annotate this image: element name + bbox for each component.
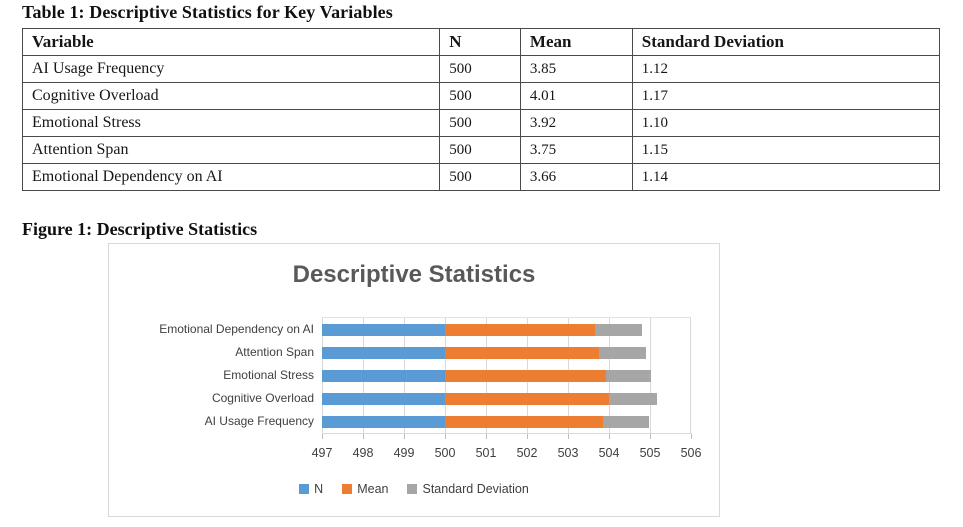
cell-sd: 1.12 <box>631 55 941 83</box>
y-axis-labels: Emotional Dependency on AI Attention Span… <box>109 317 314 433</box>
legend-label: Standard Deviation <box>422 482 529 496</box>
column-header-sd: Standard Deviation <box>631 28 941 56</box>
table-row: Cognitive Overload 500 4.01 1.17 <box>21 82 941 110</box>
bar-segment-standard-deviation <box>605 370 651 382</box>
table-row: Emotional Dependency on AI 500 3.66 1.14 <box>21 163 941 191</box>
axis-tick <box>486 434 487 439</box>
column-header-variable: Variable <box>21 28 441 56</box>
cell-sd: 1.10 <box>631 109 941 137</box>
gridline <box>690 318 691 433</box>
x-tick-label: 501 <box>475 446 497 460</box>
bar-segment-n <box>322 346 445 359</box>
bar-segment-n <box>322 393 445 406</box>
figure-caption: Figure 1: Descriptive Statistics <box>22 219 258 239</box>
bar-row <box>322 346 691 359</box>
cell-n: 500 <box>439 163 521 191</box>
table-row: Emotional Stress 500 3.92 1.10 <box>21 109 941 137</box>
cell-n: 500 <box>439 55 521 83</box>
y-category-label: Emotional Stress <box>223 367 314 382</box>
descriptive-statistics-table: Variable N Mean Standard Deviation AI Us… <box>21 28 941 191</box>
cell-variable: AI Usage Frequency <box>21 55 441 83</box>
cell-mean: 3.85 <box>519 55 633 83</box>
axis-tick <box>568 434 569 439</box>
legend-item: Standard Deviation <box>407 482 529 496</box>
column-header-n: N <box>439 28 521 56</box>
bar-segment-standard-deviation <box>602 416 649 429</box>
chart-panel: Descriptive Statistics Emotional Depende… <box>108 243 720 517</box>
table-header-row: Variable N Mean Standard Deviation <box>21 28 941 56</box>
axis-tick <box>527 434 528 439</box>
legend-item: Mean <box>342 482 388 496</box>
x-tick-label: 500 <box>434 446 456 460</box>
cell-variable: Attention Span <box>21 136 441 164</box>
cell-sd: 1.17 <box>631 82 941 110</box>
cell-mean: 3.92 <box>519 109 633 137</box>
bar-segment-mean <box>445 393 610 406</box>
bar-segment-n <box>322 370 445 382</box>
bar-segment-standard-deviation <box>598 346 646 359</box>
chart-title: Descriptive Statistics <box>292 261 536 288</box>
plot-area <box>322 317 691 433</box>
axis-tick <box>363 434 364 439</box>
cell-variable: Emotional Stress <box>21 109 441 137</box>
x-tick-label: 498 <box>352 446 374 460</box>
axis-tick <box>322 434 323 439</box>
y-category-label: Emotional Dependency on AI <box>159 321 314 336</box>
axis-tick <box>609 434 610 439</box>
table-caption: Table 1: Descriptive Statistics for Key … <box>22 2 393 22</box>
bar-row <box>322 393 691 406</box>
axis-tick <box>691 434 692 439</box>
x-tick-label: 506 <box>680 446 702 460</box>
bar-segment-standard-deviation <box>609 393 658 406</box>
cell-variable: Emotional Dependency on AI <box>21 163 441 191</box>
cell-mean: 3.75 <box>519 136 633 164</box>
cell-sd: 1.15 <box>631 136 941 164</box>
y-category-label: Cognitive Overload <box>211 391 314 406</box>
x-axis-line <box>322 433 692 434</box>
legend-item: N <box>299 482 323 496</box>
table-row: Attention Span 500 3.75 1.15 <box>21 136 941 164</box>
bar-segment-n <box>322 416 445 429</box>
bar-row <box>322 323 691 336</box>
bar-segment-standard-deviation <box>595 323 642 336</box>
legend-swatch <box>299 484 310 494</box>
x-tick-label: 503 <box>557 446 579 460</box>
column-header-mean: Mean <box>519 28 633 56</box>
legend-label: Mean <box>357 482 389 496</box>
y-category-label: Attention Span <box>235 344 314 359</box>
x-tick-label: 505 <box>639 446 661 460</box>
x-tick-label: 499 <box>393 446 415 460</box>
bar-segment-mean <box>445 346 599 359</box>
bar-segment-mean <box>445 323 596 336</box>
cell-sd: 1.14 <box>631 163 941 191</box>
bar-row <box>322 370 691 382</box>
cell-n: 500 <box>439 136 521 164</box>
cell-variable: Cognitive Overload <box>21 82 441 110</box>
legend-swatch <box>342 484 353 494</box>
bar-row <box>322 416 691 429</box>
cell-n: 500 <box>439 109 521 137</box>
x-tick-label: 497 <box>311 446 333 460</box>
table-row: AI Usage Frequency 500 3.85 1.12 <box>21 55 941 83</box>
x-tick-label: 502 <box>516 446 538 460</box>
chart-legend: N Mean Standard Deviation <box>109 482 719 496</box>
bar-segment-mean <box>445 370 606 382</box>
x-tick-label: 504 <box>598 446 620 460</box>
bar-segment-mean <box>445 416 603 429</box>
cell-n: 500 <box>439 82 521 110</box>
y-category-label: AI Usage Frequency <box>204 414 314 429</box>
cell-mean: 4.01 <box>519 82 633 110</box>
bar-segment-n <box>322 323 445 336</box>
axis-tick <box>445 434 446 439</box>
legend-label: N <box>314 482 324 496</box>
axis-tick <box>650 434 651 439</box>
legend-swatch <box>407 484 418 494</box>
cell-mean: 3.66 <box>519 163 633 191</box>
axis-tick <box>404 434 405 439</box>
